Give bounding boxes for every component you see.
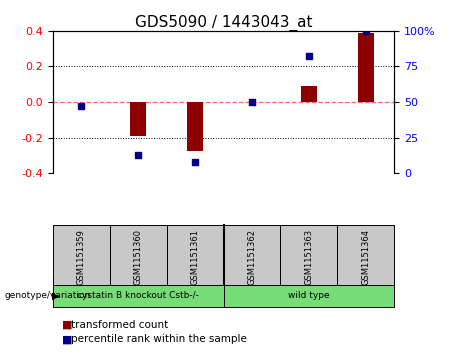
Point <box>135 152 142 158</box>
Bar <box>130 102 146 136</box>
Text: ■: ■ <box>62 334 73 344</box>
Point <box>305 54 313 60</box>
Text: GSM1151359: GSM1151359 <box>77 229 86 285</box>
Point <box>191 159 199 165</box>
Title: GDS5090 / 1443043_at: GDS5090 / 1443043_at <box>135 15 313 31</box>
Text: cystatin B knockout Cstb-/-: cystatin B knockout Cstb-/- <box>77 291 199 300</box>
Text: GSM1151361: GSM1151361 <box>191 229 200 285</box>
Bar <box>358 33 374 102</box>
Text: GSM1151360: GSM1151360 <box>134 229 143 285</box>
Point <box>248 99 256 105</box>
Text: genotype/variation: genotype/variation <box>5 291 91 300</box>
Point <box>362 28 369 34</box>
Text: GSM1151363: GSM1151363 <box>304 229 313 285</box>
Text: GSM1151364: GSM1151364 <box>361 229 370 285</box>
Bar <box>187 102 203 151</box>
Text: percentile rank within the sample: percentile rank within the sample <box>71 334 248 344</box>
Text: GSM1151362: GSM1151362 <box>248 229 256 285</box>
Text: ▶: ▶ <box>52 291 59 301</box>
Text: wild type: wild type <box>288 291 330 300</box>
Text: transformed count: transformed count <box>71 320 169 330</box>
Bar <box>301 86 317 102</box>
Point <box>78 103 85 109</box>
Text: ■: ■ <box>62 320 73 330</box>
